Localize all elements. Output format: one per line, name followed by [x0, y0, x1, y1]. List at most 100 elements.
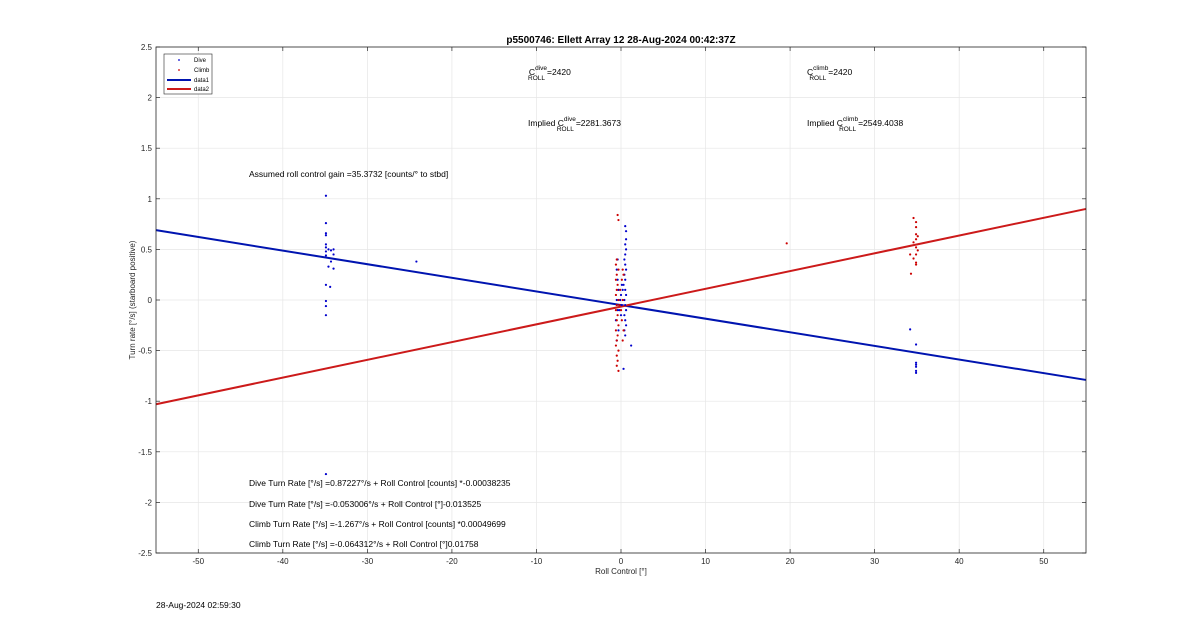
- dive-point: [324, 472, 328, 476]
- climb-point: [617, 218, 620, 222]
- series-climb: [614, 213, 919, 372]
- climb-point: [916, 235, 919, 238]
- dive-point: [415, 260, 418, 263]
- footer-timestamp: 28-Aug-2024 02:59:30: [156, 600, 241, 610]
- dive-point: [619, 314, 623, 317]
- dive-point: [615, 268, 618, 271]
- climb-point: [617, 349, 620, 352]
- climb-point: [617, 369, 620, 372]
- climb-point: [614, 309, 618, 312]
- dive-point: [914, 363, 918, 366]
- climb-point: [614, 344, 618, 347]
- dive-point: [914, 371, 918, 374]
- equation-climb-degrees: Climb Turn Rate [°/s] =-0.064312°/s + Ro…: [249, 539, 479, 549]
- dive-point: [623, 258, 626, 261]
- climb-point: [622, 329, 625, 332]
- dive-point: [329, 260, 333, 263]
- dive-point: [624, 248, 628, 251]
- climb-point: [914, 233, 918, 236]
- y-tick-label: -2: [145, 498, 153, 507]
- plot-area: -50 -40 -30 -20 -10 0 10 20 30 40 50-2.5-2-1.5-1-0…: [138, 43, 1087, 566]
- dive-point: [616, 278, 619, 281]
- climb-point: [916, 249, 919, 252]
- legend-data2-label: data2: [194, 87, 210, 93]
- series-dive: [324, 194, 918, 476]
- equation-dive-counts: Dive Turn Rate [°/s] =0.87227°/s + Roll …: [249, 478, 511, 488]
- climb-point: [914, 220, 918, 224]
- y-tick-label: 2.5: [141, 43, 153, 52]
- annotations: Cdive ROLL=2420 Cclimb ROLL=2420 Implied C…: [249, 65, 903, 549]
- dive-point: [623, 314, 626, 317]
- dive-point: [324, 194, 328, 197]
- legend-data1-label: data1: [194, 78, 210, 84]
- climb-point: [614, 293, 618, 297]
- climb-point: [620, 278, 623, 281]
- equation-dive-degrees: Dive Turn Rate [°/s] =-0.053006°/s + Rol…: [249, 499, 482, 509]
- climb-point: [619, 309, 623, 312]
- dive-point: [620, 303, 623, 307]
- climb-point: [914, 261, 918, 264]
- dive-point: [624, 230, 628, 233]
- legend-dive-label: Dive: [194, 58, 207, 64]
- dive-point: [624, 238, 628, 241]
- dive-point: [616, 309, 619, 312]
- dive-point: [324, 304, 328, 308]
- climb-point: [914, 263, 918, 266]
- c-roll-climb-annotation: Cclimb ROLL=2420: [807, 65, 852, 82]
- legend: Dive Climb data1 data2: [163, 53, 213, 95]
- dive-point: [914, 369, 918, 372]
- dive-point: [624, 278, 627, 281]
- y-tick-label: 1.5: [141, 144, 153, 153]
- climb-point: [620, 319, 623, 322]
- tick-labels: -50 -40 -30 -20 -10 0 10 20 30 40 50-2.5-2-1.5-1-0…: [138, 43, 1086, 566]
- dive-point: [324, 314, 328, 317]
- y-tick-label: -0.5: [138, 347, 152, 356]
- dive-point: [324, 234, 328, 237]
- dive-point: [324, 299, 328, 303]
- y-tick-label: 0: [148, 296, 153, 305]
- climb-point: [615, 364, 618, 367]
- dive-point: [619, 293, 623, 297]
- dive-point: [324, 232, 328, 235]
- dive-point: [622, 367, 625, 370]
- climb-point: [622, 273, 625, 276]
- climb-point: [616, 359, 619, 362]
- climb-point: [912, 241, 915, 244]
- climb-point: [617, 298, 620, 302]
- dive-point: [624, 309, 628, 312]
- climb-point: [617, 324, 620, 327]
- y-tick-label: 2: [148, 94, 153, 103]
- dive-point: [622, 283, 625, 286]
- legend-climb-marker: [178, 69, 180, 71]
- x-tick-label: 40: [955, 557, 964, 566]
- dive-point: [324, 250, 328, 253]
- y-axis-label: Turn rate [°/s] (starboard positive): [128, 240, 137, 359]
- dive-point: [624, 293, 628, 297]
- climb-point: [914, 246, 918, 249]
- x-tick-label: -40: [277, 557, 289, 566]
- dive-point: [909, 328, 912, 331]
- x-tick-label: 20: [786, 557, 795, 566]
- implied-climb-annotation: Implied Cclimb ROLL=2549.4038: [807, 116, 903, 133]
- climb-point: [909, 272, 913, 275]
- dive-point: [324, 254, 328, 257]
- dive-point: [624, 253, 627, 256]
- dive-point: [332, 267, 335, 270]
- climb-point: [615, 354, 618, 357]
- y-tick-label: -2.5: [138, 549, 152, 558]
- climb-point: [615, 273, 618, 276]
- climb-point: [618, 303, 621, 307]
- axes-box: [155, 46, 1087, 554]
- climb-point: [614, 329, 618, 332]
- climb-point: [615, 288, 618, 291]
- climb-point: [909, 253, 912, 256]
- climb-point: [616, 283, 619, 286]
- legend-box: [163, 53, 213, 95]
- y-tick-label: -1.5: [138, 448, 152, 457]
- dive-point: [624, 268, 628, 271]
- implied-dive-annotation: Implied Cdive ROLL=2281.3673: [528, 116, 621, 133]
- x-axis-label: Roll Control [°]: [595, 567, 647, 576]
- dive-point: [324, 283, 328, 286]
- climb-point: [614, 263, 618, 266]
